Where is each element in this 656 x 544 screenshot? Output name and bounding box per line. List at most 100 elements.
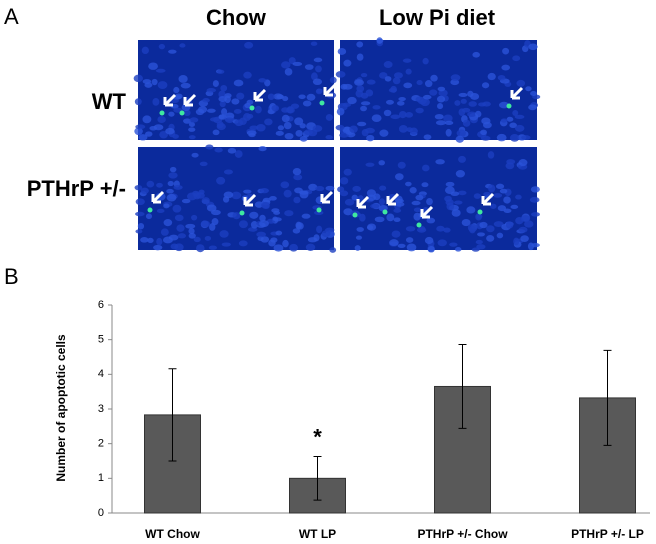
nucleus xyxy=(193,236,201,243)
nucleus xyxy=(188,121,196,127)
nucleus xyxy=(403,82,413,89)
nucleus xyxy=(386,213,395,222)
nucleus xyxy=(406,243,417,252)
nucleus xyxy=(378,198,386,206)
nucleus xyxy=(411,200,421,206)
nucleus xyxy=(234,150,243,158)
nucleus xyxy=(479,221,488,229)
y-tick-label: 3 xyxy=(98,403,104,415)
nucleus xyxy=(360,92,369,99)
x-tick-label: PTHrP +/- Chow xyxy=(417,527,508,541)
nucleus xyxy=(335,71,346,78)
nucleus xyxy=(258,78,267,83)
nucleus xyxy=(144,82,153,88)
nucleus xyxy=(134,185,143,191)
nucleus xyxy=(204,235,212,241)
nucleus xyxy=(155,68,166,73)
apoptotic-cell xyxy=(352,212,358,218)
nucleus xyxy=(481,82,490,89)
nucleus xyxy=(133,74,143,83)
nucleus xyxy=(336,107,345,116)
nucleus xyxy=(409,127,418,135)
nucleus xyxy=(393,208,402,213)
nucleus xyxy=(388,88,397,93)
apoptotic-cell xyxy=(159,110,165,116)
nucleus xyxy=(201,197,210,205)
nucleus xyxy=(223,191,234,199)
nucleus xyxy=(135,124,146,130)
nucleus xyxy=(140,187,149,194)
nucleus xyxy=(515,194,522,200)
nucleus xyxy=(456,129,466,138)
nucleus xyxy=(248,133,256,138)
nucleus xyxy=(496,232,504,239)
nucleus xyxy=(347,96,357,105)
nucleus xyxy=(214,147,223,153)
nucleus xyxy=(392,77,401,85)
arrow xyxy=(183,93,197,107)
nucleus xyxy=(476,244,486,250)
nucleus xyxy=(205,144,214,150)
nucleus xyxy=(473,193,481,199)
nucleus xyxy=(506,116,514,122)
arrow xyxy=(163,93,177,107)
nucleus xyxy=(275,230,283,236)
nucleus xyxy=(503,208,512,213)
nucleus xyxy=(280,181,290,189)
nucleus xyxy=(443,227,451,233)
nucleus xyxy=(218,114,225,120)
nucleus xyxy=(152,98,160,106)
nucleus xyxy=(415,96,424,103)
nucleus xyxy=(356,41,364,48)
nucleus xyxy=(461,107,471,113)
nucleus xyxy=(286,106,294,114)
nucleus xyxy=(227,147,237,154)
nucleus xyxy=(195,192,205,199)
nucleus xyxy=(311,72,318,81)
nucleus xyxy=(468,101,477,107)
apoptotic-cell xyxy=(179,110,185,116)
nucleus xyxy=(325,227,335,233)
nucleus xyxy=(462,119,471,127)
nucleus xyxy=(216,176,226,185)
nucleus xyxy=(515,217,524,225)
nucleus xyxy=(499,101,509,109)
nucleus xyxy=(223,169,233,175)
nucleus xyxy=(168,111,175,117)
nucleus xyxy=(153,244,163,251)
nucleus xyxy=(275,130,284,136)
nucleus xyxy=(163,219,173,227)
nucleus xyxy=(292,228,301,234)
nucleus xyxy=(246,99,254,105)
nucleus xyxy=(271,104,280,112)
column-header: Low Pi diet xyxy=(379,5,496,30)
nucleus xyxy=(379,72,388,79)
nucleus xyxy=(475,110,482,118)
nucleus xyxy=(481,117,491,125)
nucleus xyxy=(427,246,435,253)
nucleus xyxy=(176,224,185,232)
nucleus xyxy=(424,236,434,245)
nucleus xyxy=(141,46,149,55)
nucleus xyxy=(514,114,525,119)
nucleus xyxy=(153,124,164,131)
nucleus xyxy=(516,79,526,87)
nucleus xyxy=(372,105,381,110)
nucleus xyxy=(225,112,235,120)
nucleus xyxy=(335,124,345,131)
nucleus xyxy=(308,183,318,191)
nucleus xyxy=(445,128,452,137)
nucleus xyxy=(329,76,337,84)
nucleus xyxy=(398,124,408,133)
nucleus xyxy=(360,105,367,112)
nucleus xyxy=(478,102,487,107)
nucleus xyxy=(413,207,422,213)
nucleus xyxy=(500,118,508,123)
nucleus xyxy=(173,86,180,94)
nucleus xyxy=(405,68,412,75)
nucleus xyxy=(224,117,235,122)
nucleus xyxy=(316,225,323,234)
nucleus xyxy=(158,43,166,50)
nucleus xyxy=(503,196,511,204)
